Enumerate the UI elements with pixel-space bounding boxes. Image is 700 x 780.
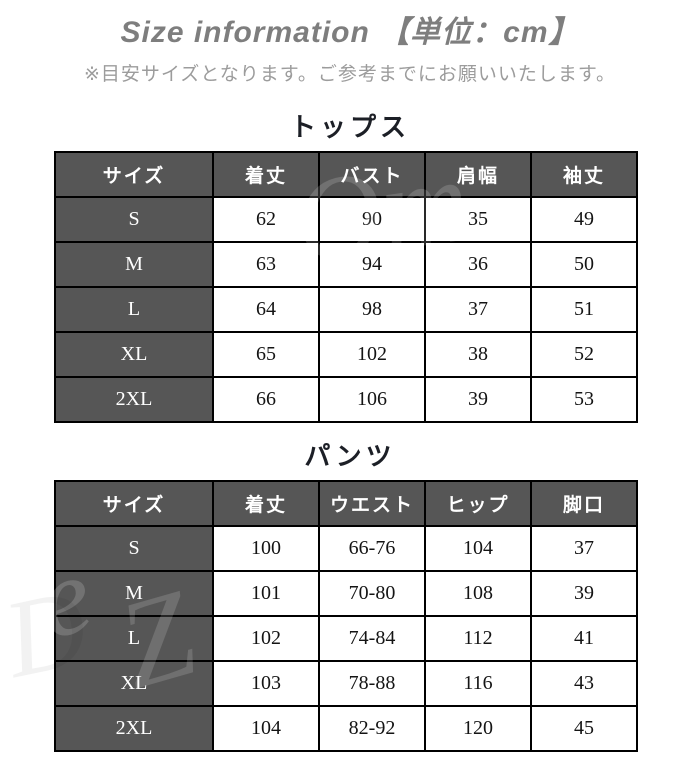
col-header-cell: 脚口 <box>530 480 638 527</box>
value-cell: 62 <box>212 196 320 243</box>
value-cell: 66-76 <box>318 525 426 572</box>
value-cell: 98 <box>318 286 426 333</box>
size-label-cell: XL <box>54 331 214 378</box>
size-label-cell: L <box>54 615 214 662</box>
value-cell: 38 <box>424 331 532 378</box>
value-cell: 102 <box>212 615 320 662</box>
table-row: L 102 74-84 112 41 <box>54 615 638 662</box>
value-cell: 100 <box>212 525 320 572</box>
value-cell: 37 <box>530 525 638 572</box>
value-cell: 120 <box>424 705 532 752</box>
col-header-cell: バスト <box>318 151 426 198</box>
value-cell: 101 <box>212 570 320 617</box>
value-cell: 116 <box>424 660 532 707</box>
value-cell: 103 <box>212 660 320 707</box>
table-row: M 101 70-80 108 39 <box>54 570 638 617</box>
table-row: 2XL 104 82-92 120 45 <box>54 705 638 752</box>
table-row: S 62 90 35 49 <box>54 196 638 243</box>
table-row: 2XL 66 106 39 53 <box>54 376 638 423</box>
pants-section-heading: パンツ <box>304 441 396 471</box>
tops-header-row: サイズ 着丈 バスト 肩幅 袖丈 <box>54 151 638 198</box>
value-cell: 78-88 <box>318 660 426 707</box>
value-cell: 70-80 <box>318 570 426 617</box>
pants-header-row: サイズ 着丈 ウエスト ヒップ 脚口 <box>54 480 638 527</box>
size-label-cell: XL <box>54 660 214 707</box>
value-cell: 94 <box>318 241 426 288</box>
tops-section-heading: トップス <box>289 112 410 142</box>
value-cell: 106 <box>318 376 426 423</box>
col-header-cell: サイズ <box>54 151 214 198</box>
table-row: M 63 94 36 50 <box>54 241 638 288</box>
value-cell: 112 <box>424 615 532 662</box>
value-cell: 64 <box>212 286 320 333</box>
table-row: XL 103 78-88 116 43 <box>54 660 638 707</box>
value-cell: 39 <box>530 570 638 617</box>
col-header-cell: サイズ <box>54 480 214 527</box>
tops-size-table: サイズ 着丈 バスト 肩幅 袖丈 S 62 90 35 49 M 63 94 3… <box>54 151 638 423</box>
value-cell: 65 <box>212 331 320 378</box>
value-cell: 104 <box>212 705 320 752</box>
table-row: XL 65 102 38 52 <box>54 331 638 378</box>
value-cell: 39 <box>424 376 532 423</box>
value-cell: 82-92 <box>318 705 426 752</box>
pants-size-table: サイズ 着丈 ウエスト ヒップ 脚口 S 100 66-76 104 37 M … <box>54 480 638 752</box>
value-cell: 74-84 <box>318 615 426 662</box>
size-label-cell: L <box>54 286 214 333</box>
col-header-cell: 袖丈 <box>530 151 638 198</box>
col-header-cell: ヒップ <box>424 480 532 527</box>
size-label-cell: 2XL <box>54 376 214 423</box>
col-header-cell: 着丈 <box>212 151 320 198</box>
size-label-cell: M <box>54 570 214 617</box>
value-cell: 50 <box>530 241 638 288</box>
value-cell: 37 <box>424 286 532 333</box>
value-cell: 52 <box>530 331 638 378</box>
disclaimer-text: ※目安サイズとなります。ご参考までにお願いいたします。 <box>84 64 616 85</box>
value-cell: 108 <box>424 570 532 617</box>
value-cell: 41 <box>530 615 638 662</box>
value-cell: 66 <box>212 376 320 423</box>
col-header-cell: 肩幅 <box>424 151 532 198</box>
value-cell: 90 <box>318 196 426 243</box>
value-cell: 104 <box>424 525 532 572</box>
size-label-cell: S <box>54 525 214 572</box>
table-row: L 64 98 37 51 <box>54 286 638 333</box>
value-cell: 63 <box>212 241 320 288</box>
value-cell: 36 <box>424 241 532 288</box>
value-cell: 35 <box>424 196 532 243</box>
page-title: Size information 【単位：cm】 <box>120 16 580 49</box>
size-label-cell: 2XL <box>54 705 214 752</box>
value-cell: 53 <box>530 376 638 423</box>
value-cell: 49 <box>530 196 638 243</box>
value-cell: 45 <box>530 705 638 752</box>
col-header-cell: 着丈 <box>212 480 320 527</box>
size-label-cell: S <box>54 196 214 243</box>
value-cell: 51 <box>530 286 638 333</box>
value-cell: 102 <box>318 331 426 378</box>
col-header-cell: ウエスト <box>318 480 426 527</box>
size-label-cell: M <box>54 241 214 288</box>
table-row: S 100 66-76 104 37 <box>54 525 638 572</box>
value-cell: 43 <box>530 660 638 707</box>
